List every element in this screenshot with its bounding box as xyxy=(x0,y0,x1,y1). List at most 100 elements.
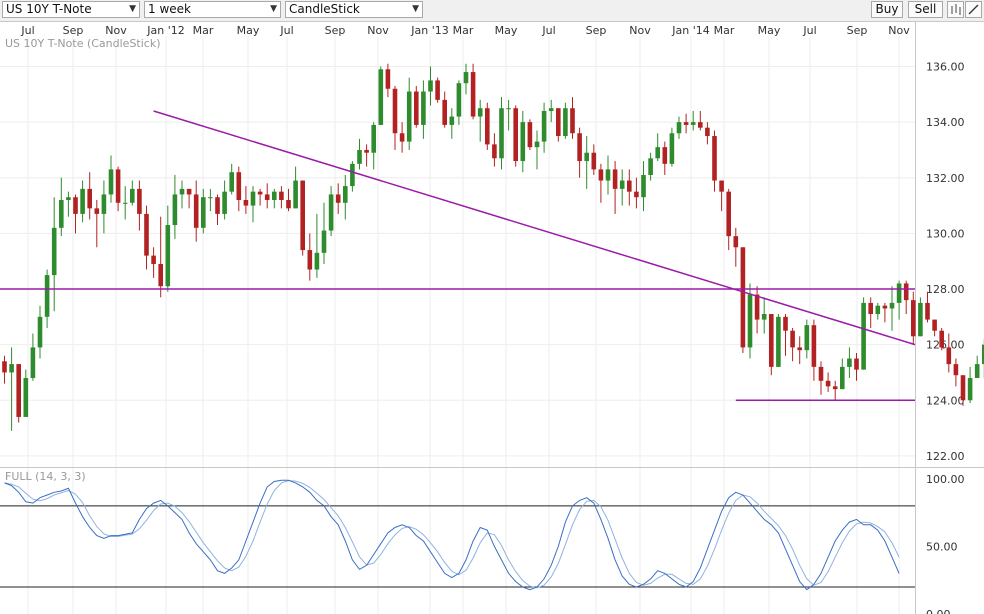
candle xyxy=(740,247,746,353)
candle-body xyxy=(243,200,249,206)
bars-icon xyxy=(951,4,961,15)
x-tick-label: Jan '14 xyxy=(671,24,709,37)
candle xyxy=(627,169,632,206)
candle xyxy=(158,216,163,298)
candle xyxy=(470,63,476,120)
draw-line-tool-button[interactable] xyxy=(965,1,982,18)
candle xyxy=(87,172,92,220)
candle xyxy=(94,200,100,248)
oscillator-grid: 0.00 50.00 100.00 xyxy=(0,473,965,614)
candle xyxy=(477,99,483,142)
candle-body xyxy=(619,180,625,189)
candle xyxy=(137,180,142,231)
interval-select[interactable]: 1 week ▼ xyxy=(144,1,281,18)
candle xyxy=(23,369,29,417)
stoch-k-line xyxy=(4,479,900,591)
candle xyxy=(392,85,398,150)
chevron-down-icon: ▼ xyxy=(412,4,419,14)
bar-chart-tool-button[interactable] xyxy=(947,1,964,18)
candle xyxy=(378,66,384,125)
candle-body xyxy=(122,202,128,204)
candle-body xyxy=(690,122,696,125)
candles xyxy=(2,63,984,431)
candle-body xyxy=(30,347,36,378)
candle-body xyxy=(87,188,92,209)
candle-body xyxy=(918,302,923,337)
oscillator-title: FULL (14, 3, 3) xyxy=(5,470,86,483)
candle-body xyxy=(605,169,611,181)
candle-body xyxy=(676,122,682,134)
chart-style-select-value: CandleStick xyxy=(289,2,360,16)
candle xyxy=(840,358,845,390)
candle-body xyxy=(903,283,909,301)
candle-body xyxy=(94,208,100,214)
candle-body xyxy=(932,319,937,331)
candle-body xyxy=(847,358,852,367)
candle-body xyxy=(222,191,227,214)
main-chart-title: US 10Y T-Note (CandleStick) xyxy=(5,37,161,50)
candle-body xyxy=(882,305,888,309)
candle-body xyxy=(151,255,156,264)
candle-body xyxy=(130,188,135,203)
candle xyxy=(172,174,178,239)
candle xyxy=(236,166,242,212)
candle xyxy=(570,97,575,139)
symbol-select[interactable]: US 10Y T-Note ▼ xyxy=(2,1,140,18)
candle xyxy=(634,177,639,209)
candle xyxy=(179,180,185,209)
x-tick-label: Nov xyxy=(629,24,651,37)
chart-area[interactable]: Jul Sep Nov Jan '12 Mar May Jul Sep Nov Jan '13 Ma… xyxy=(0,22,984,614)
candle xyxy=(66,191,71,217)
candle-body xyxy=(840,366,845,390)
candle xyxy=(946,333,952,373)
candle-body xyxy=(946,347,952,365)
candle-body xyxy=(477,108,483,117)
y-tick-label: 130.00 xyxy=(926,227,965,240)
candle xyxy=(577,127,582,178)
candle-body xyxy=(669,133,675,164)
x-tick-label: Sep xyxy=(586,24,607,37)
trendline-line xyxy=(153,110,916,346)
candle xyxy=(953,358,959,387)
candle xyxy=(648,152,653,181)
candle-body xyxy=(314,252,320,270)
candle xyxy=(385,63,391,98)
candle xyxy=(414,85,419,128)
candle-body xyxy=(144,213,149,256)
buy-button[interactable]: Buy xyxy=(871,1,903,18)
osc-tick-label: 100.00 xyxy=(926,473,965,486)
candle-body xyxy=(108,169,114,195)
candle xyxy=(911,291,916,345)
x-tick-label: Mar xyxy=(193,24,214,37)
candle xyxy=(598,163,604,203)
candle xyxy=(690,111,696,131)
candle xyxy=(279,186,284,209)
chart-style-select[interactable]: CandleStick ▼ xyxy=(285,1,423,18)
y-tick-label: 122.00 xyxy=(926,450,965,463)
candle-body xyxy=(683,122,689,125)
x-tick-label: Nov xyxy=(105,24,127,37)
candle-body xyxy=(414,91,419,125)
candle-body xyxy=(66,197,71,200)
candle xyxy=(974,355,980,378)
candle xyxy=(832,380,838,401)
candle-body xyxy=(250,191,256,206)
candle-body xyxy=(16,364,21,417)
candle-body xyxy=(449,116,455,125)
candle xyxy=(967,366,973,404)
candle xyxy=(406,77,412,150)
candle-body xyxy=(598,169,604,181)
candle xyxy=(733,227,739,267)
osc-tick-label: 0.00 xyxy=(926,608,951,614)
candle-body xyxy=(953,364,959,376)
candle-body xyxy=(399,133,405,142)
candle-body xyxy=(215,197,220,214)
sell-button[interactable]: Sell xyxy=(908,1,943,18)
candle xyxy=(44,269,50,328)
candle xyxy=(612,161,618,214)
y-tick-label: 126.00 xyxy=(926,339,965,352)
candle xyxy=(350,161,355,192)
candle xyxy=(619,169,625,206)
candle-body xyxy=(193,194,199,228)
candle xyxy=(960,375,966,406)
